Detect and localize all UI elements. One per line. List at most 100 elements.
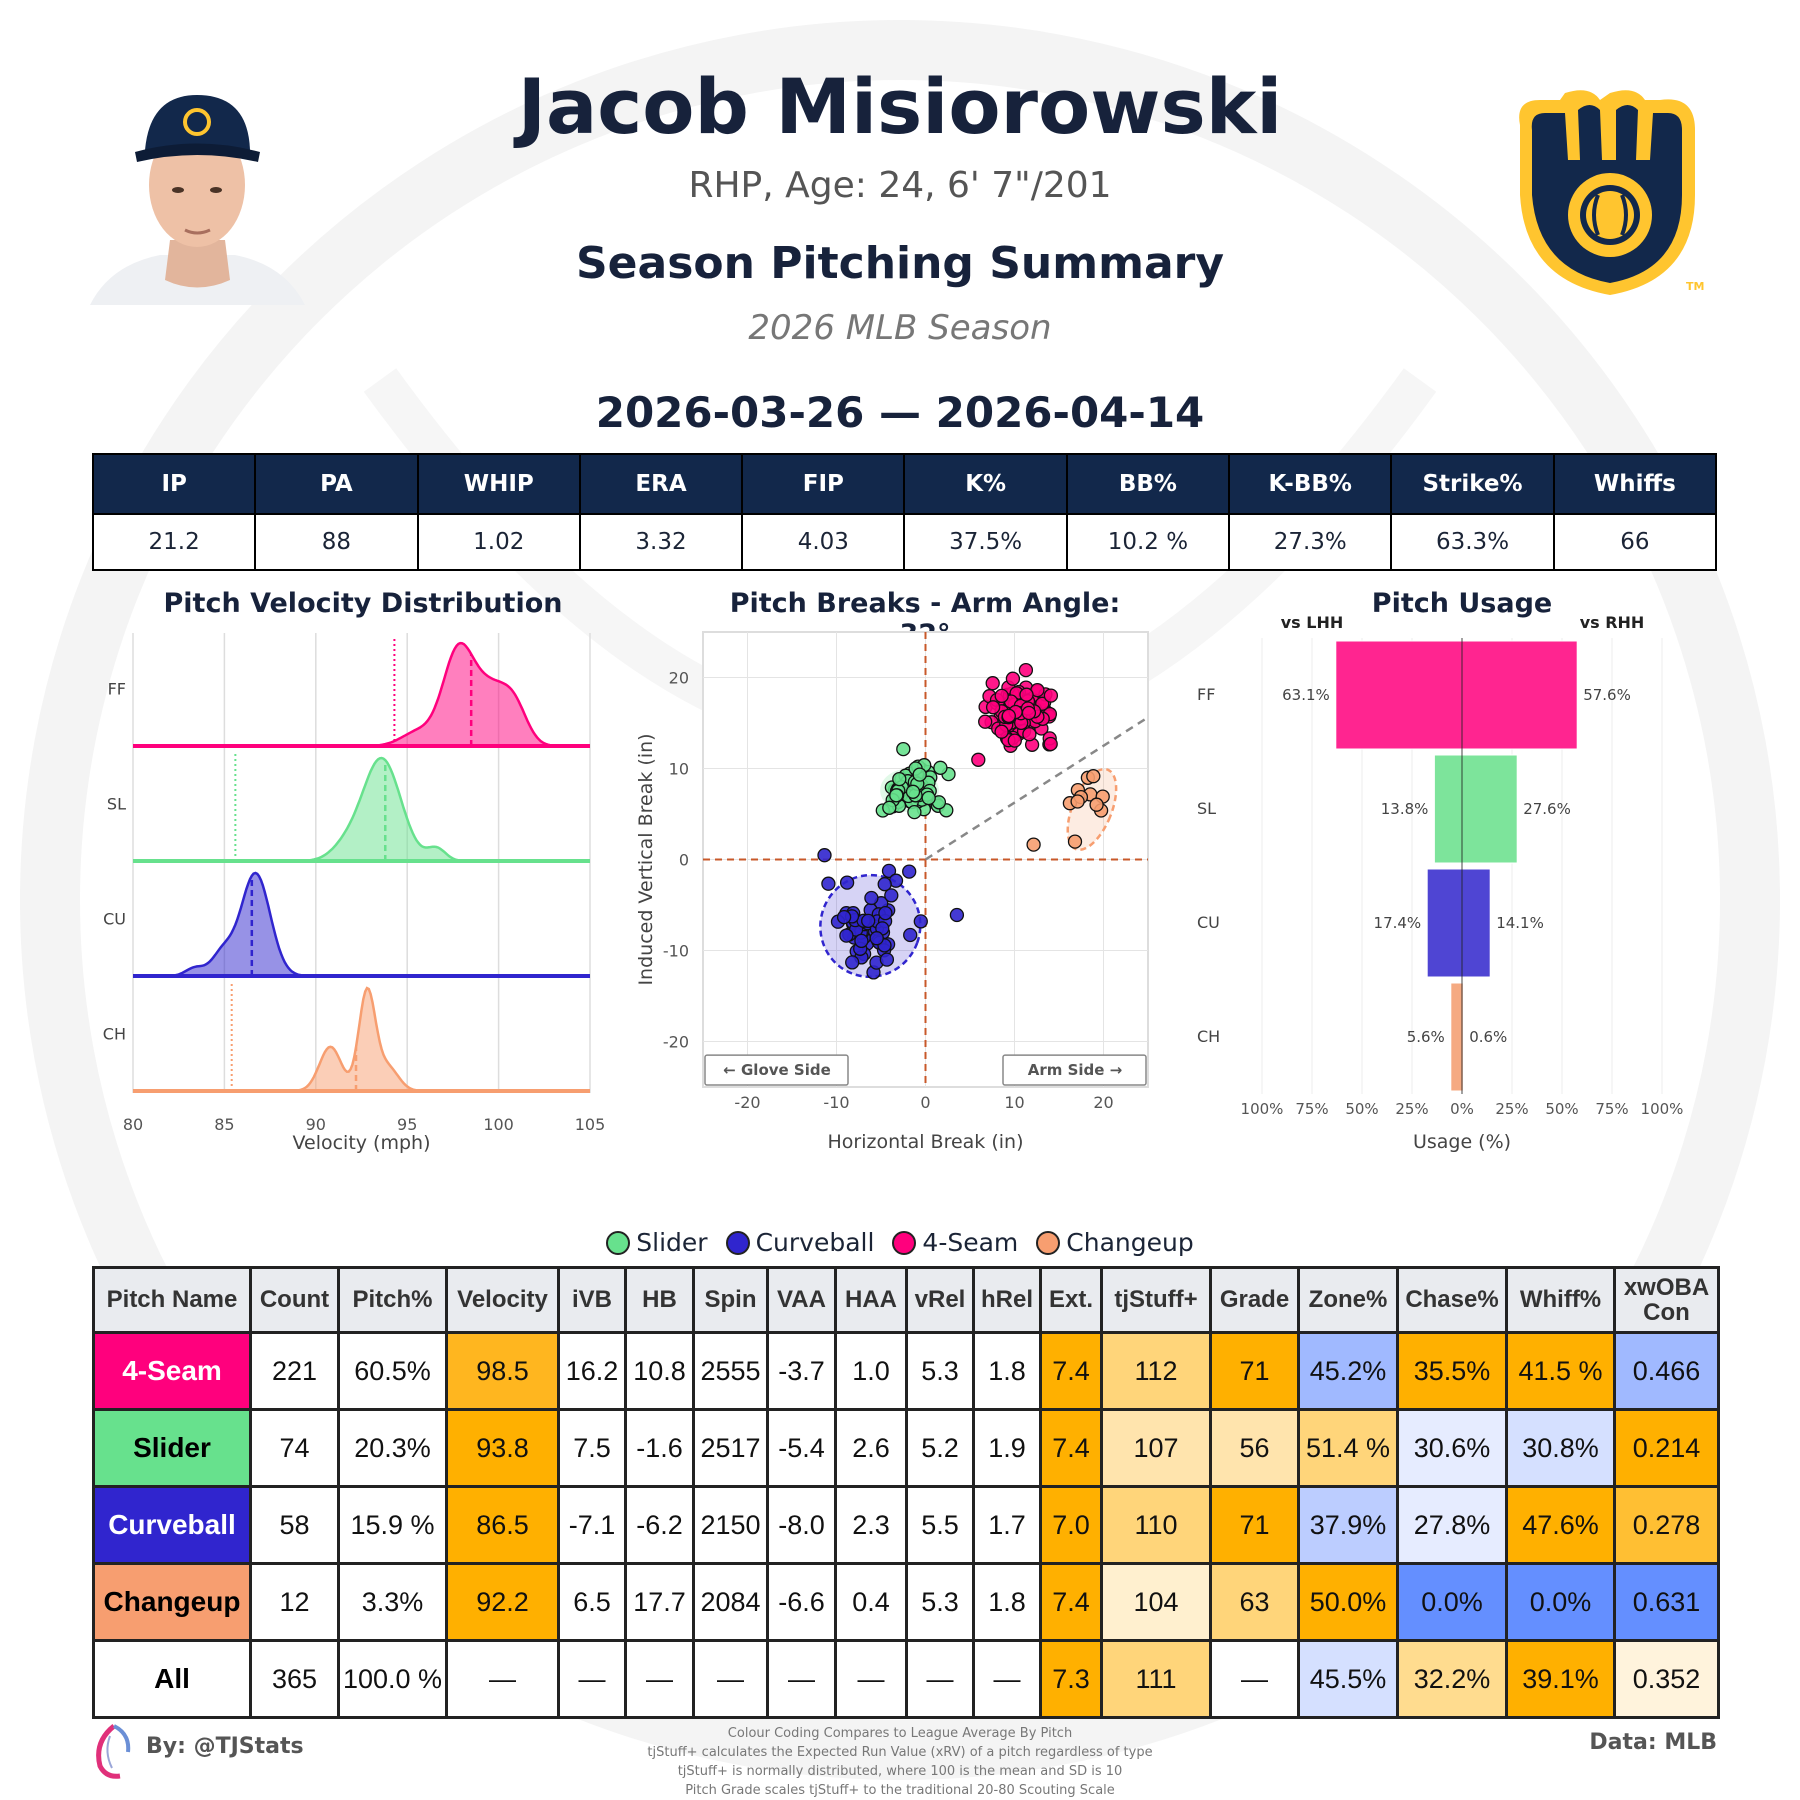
table-cell: 71 xyxy=(1209,1485,1300,1565)
pitch-point-changeup xyxy=(1070,794,1085,809)
usage-tick-label: 25% xyxy=(1395,1100,1428,1118)
glove-side-box xyxy=(704,1054,849,1086)
table-cell: 7.4 xyxy=(1039,1562,1103,1642)
table-cell: 32.2% xyxy=(1396,1639,1508,1719)
column-header: Grade xyxy=(1209,1266,1300,1334)
table-cell: — xyxy=(557,1639,627,1719)
usage-tick-label: 100% xyxy=(1241,1100,1284,1118)
table-cell: 107 xyxy=(1100,1408,1212,1488)
pitch-point-slider xyxy=(933,760,948,775)
table-cell: 30.6% xyxy=(1396,1408,1508,1488)
pitch-point-curveball xyxy=(884,888,899,903)
table-cell: -6.6 xyxy=(766,1562,837,1642)
pitch-point-slider xyxy=(882,800,897,815)
table-cell: 20.3% xyxy=(337,1408,448,1488)
table-cell: 7.5 xyxy=(557,1408,627,1488)
pitch-metrics-table: Pitch Name Count Pitch% Velocity iVB HB Spin VA… xyxy=(92,1266,1720,1719)
table-cell: 17.7 xyxy=(624,1562,695,1642)
pitch-name-cell: All xyxy=(92,1639,252,1719)
pitch-point-curveball xyxy=(839,928,854,943)
usage-category-label: FF xyxy=(1197,685,1215,704)
column-header: hRel xyxy=(972,1266,1042,1334)
pitch-point-curveball xyxy=(821,876,836,891)
table-cell: 41.5 % xyxy=(1505,1331,1616,1411)
date-range: 2026-03-26 — 2026-04-14 xyxy=(595,388,1205,437)
usage-lhh-value: 13.8% xyxy=(1381,800,1429,818)
table-cell: 5.2 xyxy=(905,1408,975,1488)
pitch-point-changeup xyxy=(1026,837,1041,852)
stat-header: Whiffs xyxy=(1552,453,1718,515)
usage-tick-label: 50% xyxy=(1545,1100,1578,1118)
footer-note: Colour Coding Compares to League Average… xyxy=(727,1726,1073,1741)
table-cell: 35.5% xyxy=(1396,1331,1508,1411)
usage-lhh-value: 17.4% xyxy=(1374,914,1422,932)
pitch-point-curveball xyxy=(839,875,855,890)
pitch-point-4-seam xyxy=(994,688,1009,704)
usage-category-label: SL xyxy=(1197,799,1216,818)
table-cell: — xyxy=(834,1639,908,1719)
usage-rhh-value: 27.6% xyxy=(1523,800,1571,818)
breaks-x-tick-label: 10 xyxy=(1004,1093,1024,1112)
footer-note: Pitch Grade scales tjStuff+ to the tradi… xyxy=(685,1783,1115,1798)
table-row: Changeup 12 3.3% 92.2 6.5 17.7 2084 -6.6 0.4 5.3 1… xyxy=(92,1562,1720,1642)
stat-header: ERA xyxy=(578,453,744,515)
table-cell: — xyxy=(692,1639,769,1719)
usage-chart-title: Pitch Usage xyxy=(1371,588,1553,619)
velocity-density-sl xyxy=(133,756,590,863)
breaks-x-tick-label: -20 xyxy=(734,1093,760,1112)
velocity-tick-label: 85 xyxy=(214,1115,234,1134)
pitch-point-4-seam xyxy=(985,700,1001,715)
table-cell: 16.2 xyxy=(557,1331,627,1411)
pitch-point-curveball xyxy=(879,952,895,967)
pitch-point-curveball xyxy=(854,933,869,949)
column-header: HB xyxy=(624,1266,695,1334)
table-cell: 93.8 xyxy=(445,1408,560,1488)
arm-side-label: Arm Side → xyxy=(1028,1061,1123,1079)
column-header: Whiff% xyxy=(1505,1266,1616,1334)
table-cell: 111 xyxy=(1100,1639,1212,1719)
season-label: 2026 MLB Season xyxy=(748,308,1052,348)
column-header: vRel xyxy=(905,1266,975,1334)
legend-item: Slider xyxy=(606,1228,708,1257)
table-row: All 365 100.0 % — — — — — — — —7.3 111—45.5% 32.2% 39… xyxy=(92,1639,1720,1719)
table-cell: 221 xyxy=(249,1331,340,1411)
stat-header: Strike% xyxy=(1390,453,1555,515)
table-cell: 92.2 xyxy=(445,1562,560,1642)
legend-marker-icon xyxy=(606,1230,631,1255)
pitch-point-curveball xyxy=(864,890,879,906)
table-cell: — xyxy=(1209,1639,1300,1719)
pitch-point-slider xyxy=(921,790,936,806)
table-cell: 7.3 xyxy=(1039,1639,1103,1719)
velocity-tick-label: 105 xyxy=(575,1115,606,1134)
table-cell: 37.9% xyxy=(1297,1485,1399,1565)
pitch-point-slider xyxy=(907,804,922,820)
legend-marker-icon xyxy=(892,1230,917,1255)
table-cell: 39.1% xyxy=(1505,1639,1616,1719)
table-cell: 30.8% xyxy=(1505,1408,1616,1488)
column-header: Velocity xyxy=(445,1266,560,1334)
column-header: Spin xyxy=(692,1266,769,1334)
stat-value: 21.2 xyxy=(91,513,257,571)
stat-header: IP xyxy=(91,453,257,515)
velocity-tick-label: 80 xyxy=(123,1115,143,1134)
breaks-x-tick-label: -10 xyxy=(823,1093,849,1112)
legend-marker-icon xyxy=(1036,1230,1061,1255)
velocity-tick-label: 100 xyxy=(483,1115,514,1134)
table-cell: 110 xyxy=(1100,1485,1212,1565)
arm-angle-line xyxy=(924,716,1149,861)
pitch-name-cell: Curveball xyxy=(92,1485,252,1565)
stat-header: K% xyxy=(903,453,1068,515)
stat-header: PA xyxy=(254,453,419,515)
pitch-point-slider xyxy=(912,767,927,782)
table-cell: -7.1 xyxy=(557,1485,627,1565)
usage-bar-sl xyxy=(1433,754,1518,864)
table-cell: 12 xyxy=(249,1562,340,1642)
pitch-point-curveball xyxy=(903,927,918,943)
stat-header: WHIP xyxy=(416,453,581,515)
table-cell: 2.3 xyxy=(834,1485,908,1565)
pitch-name-cell: 4-Seam xyxy=(92,1331,252,1411)
usage-bar-cu xyxy=(1426,868,1491,978)
column-header: Ext. xyxy=(1039,1266,1103,1334)
table-cell: — xyxy=(624,1639,695,1719)
pitch-name-cell: Changeup xyxy=(92,1562,252,1642)
